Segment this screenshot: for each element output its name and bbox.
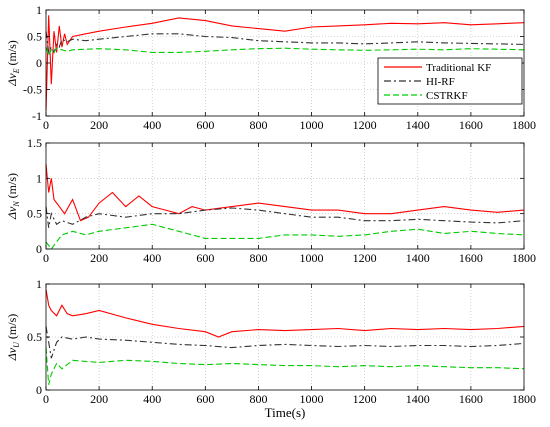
x-tick-label: 0 <box>43 392 49 406</box>
x-axis-label: Time(s) <box>265 405 306 420</box>
y-tick-label: -1 <box>32 109 42 123</box>
y-tick-label: 0.5 <box>27 207 42 221</box>
x-tick-label: 1600 <box>459 392 483 406</box>
legend-label-3: CSTRKF <box>426 90 468 102</box>
x-tick-label: 1400 <box>406 118 430 132</box>
x-tick-label: 600 <box>196 392 214 406</box>
y-tick-label: 0 <box>36 383 42 397</box>
x-tick-label: 1200 <box>353 118 377 132</box>
x-tick-label: 1000 <box>300 118 324 132</box>
series-line-3 <box>45 347 525 385</box>
y-axis-label: ΔvE (m/s) <box>5 40 21 87</box>
x-tick-label: 0 <box>43 118 49 132</box>
x-tick-label: 800 <box>249 118 267 132</box>
x-tick-label: 0 <box>43 251 49 265</box>
series-line-1 <box>45 289 525 338</box>
x-tick-label: 600 <box>196 118 214 132</box>
y-tick-label: 0 <box>36 56 42 70</box>
y-tick-label: 1.5 <box>27 136 42 150</box>
x-tick-label: 1400 <box>406 392 430 406</box>
y-tick-label: -0.5 <box>23 83 42 97</box>
x-tick-label: 400 <box>143 118 161 132</box>
series-line-2 <box>45 206 525 228</box>
y-tick-label: 1 <box>36 277 42 291</box>
y-tick-label: 0.5 <box>27 30 42 44</box>
x-tick-label: 200 <box>90 392 108 406</box>
x-tick-label: 200 <box>90 118 108 132</box>
y-tick-label: 1 <box>36 3 42 17</box>
y-axis-label: ΔvU (m/s) <box>5 314 21 362</box>
x-tick-label: 1800 <box>512 392 536 406</box>
x-tick-label: 800 <box>249 251 267 265</box>
y-tick-label: 0 <box>36 242 42 256</box>
x-tick-label: 400 <box>143 251 161 265</box>
x-tick-label: 800 <box>249 392 267 406</box>
y-axis-label: ΔvN (m/s) <box>5 173 21 220</box>
legend-label-1: Traditional KF <box>426 62 491 74</box>
x-tick-label: 1800 <box>512 118 536 132</box>
x-tick-label: 1600 <box>459 118 483 132</box>
legend-label-2: HI-RF <box>426 76 455 88</box>
series-line-1 <box>45 15 525 111</box>
x-tick-label: 1600 <box>459 251 483 265</box>
x-tick-label: 1800 <box>512 251 536 265</box>
series-line-3 <box>45 223 525 250</box>
x-tick-label: 1200 <box>353 251 377 265</box>
y-tick-label: 0.5 <box>27 330 42 344</box>
x-tick-label: 1400 <box>406 251 430 265</box>
x-tick-label: 1000 <box>300 251 324 265</box>
x-tick-label: 1200 <box>353 392 377 406</box>
series-line-1 <box>45 164 525 222</box>
x-tick-label: 1000 <box>300 392 324 406</box>
series-line-3 <box>45 46 525 57</box>
x-tick-label: 600 <box>196 251 214 265</box>
x-tick-label: 400 <box>143 392 161 406</box>
axes-frame <box>45 142 525 250</box>
y-tick-label: 1 <box>36 171 42 185</box>
axes-frame <box>45 283 525 391</box>
x-tick-label: 200 <box>90 251 108 265</box>
series-line-2 <box>45 326 525 359</box>
